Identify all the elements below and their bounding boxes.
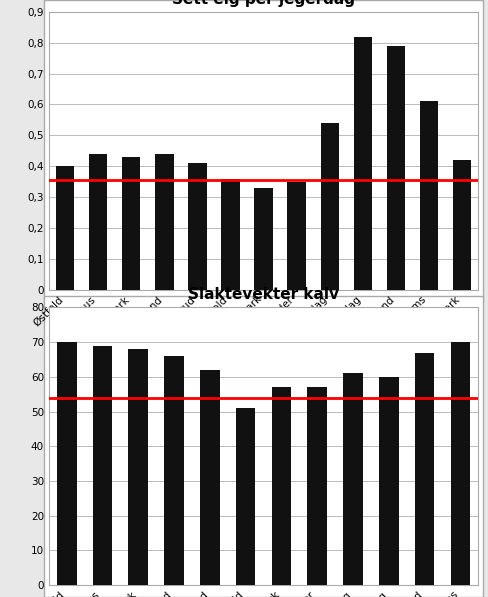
Bar — [271, 387, 291, 585]
Bar — [222, 179, 240, 290]
Bar — [386, 46, 405, 290]
Bar — [93, 346, 112, 585]
Bar — [164, 356, 184, 585]
Bar — [200, 370, 220, 585]
Bar — [236, 408, 255, 585]
Bar — [343, 373, 363, 585]
Bar — [57, 342, 77, 585]
Bar — [287, 181, 305, 290]
Bar — [415, 353, 434, 585]
Bar — [122, 157, 141, 290]
Bar — [155, 154, 174, 290]
Bar — [188, 163, 206, 290]
Bar — [56, 166, 74, 290]
Title: Slaktevekter kalv: Slaktevekter kalv — [188, 287, 339, 302]
Bar — [453, 160, 471, 290]
Bar — [379, 377, 399, 585]
Bar — [254, 187, 273, 290]
Title: Sett elg per jegerdag: Sett elg per jegerdag — [172, 0, 355, 7]
Bar — [89, 154, 107, 290]
Bar — [128, 349, 148, 585]
Bar — [450, 342, 470, 585]
Bar — [420, 101, 438, 290]
Bar — [353, 36, 372, 290]
Bar — [321, 123, 339, 290]
Bar — [307, 387, 327, 585]
